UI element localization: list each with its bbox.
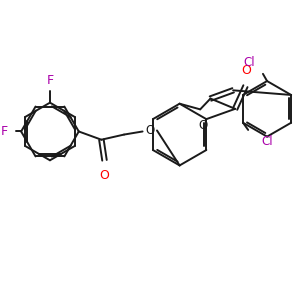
Text: Cl: Cl bbox=[262, 135, 273, 148]
Text: O: O bbox=[145, 124, 154, 137]
Text: O: O bbox=[100, 169, 110, 182]
Text: O: O bbox=[242, 64, 251, 77]
Text: O: O bbox=[199, 118, 208, 132]
Text: F: F bbox=[1, 125, 8, 138]
Text: Cl: Cl bbox=[243, 56, 255, 69]
Text: F: F bbox=[46, 74, 53, 87]
